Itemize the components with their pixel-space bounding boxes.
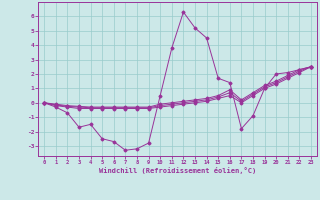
X-axis label: Windchill (Refroidissement éolien,°C): Windchill (Refroidissement éolien,°C) (99, 167, 256, 174)
